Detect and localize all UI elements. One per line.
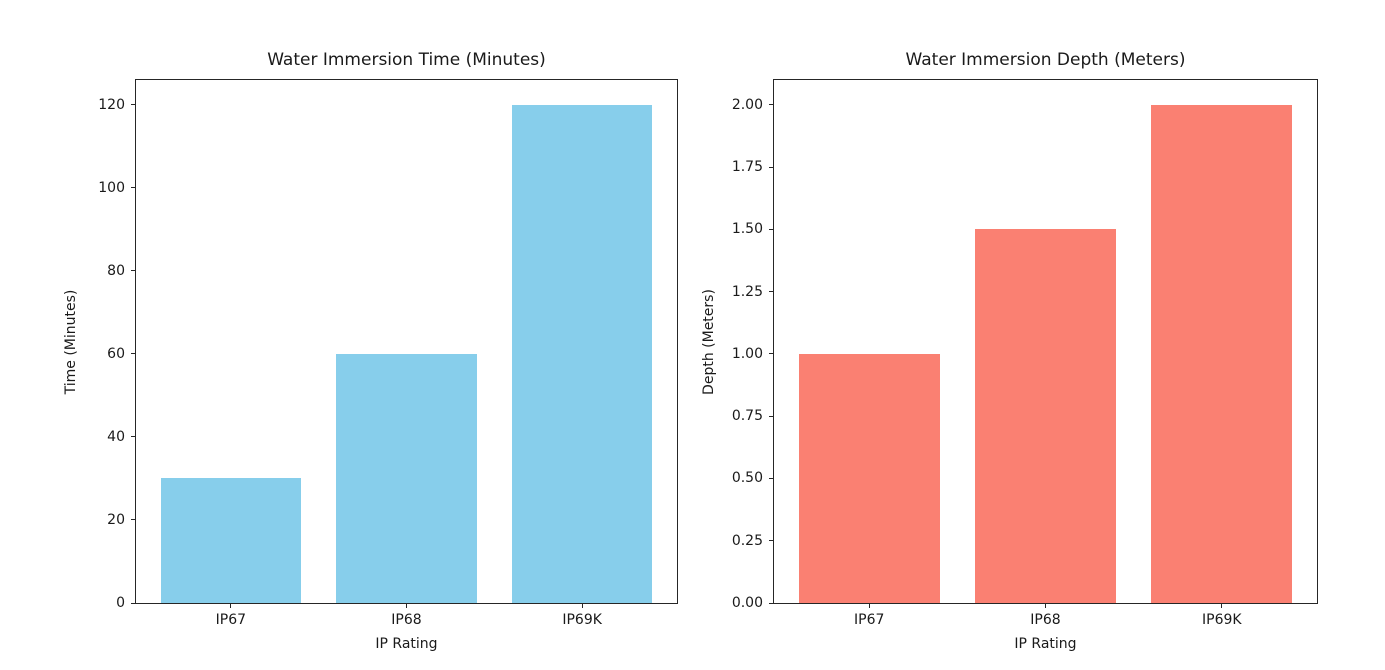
x-tick-mark [868, 603, 870, 608]
y-tick-mark [769, 228, 774, 230]
y-tick-label: 120 [98, 96, 125, 113]
y-tick-label: 1.00 [731, 345, 763, 362]
y-tick-mark [769, 602, 774, 604]
bar-ip69k [511, 104, 653, 603]
x-tick-mark [406, 603, 407, 608]
x-tick-mark [1045, 603, 1046, 608]
x-tick-label: IP67 [853, 612, 885, 628]
bar-ip68 [974, 229, 1116, 603]
y-tick-mark [769, 104, 774, 106]
y-tick-label: 100 [98, 179, 125, 196]
y-tick-label: 80 [107, 262, 125, 279]
y-tick-label: 1.25 [731, 283, 763, 300]
depth-chart-y-axis-label: Depth (Meters) [701, 288, 717, 395]
y-tick-label: 20 [107, 511, 125, 528]
x-tick-label: IP68 [391, 612, 422, 628]
x-tick-mark [230, 603, 232, 608]
x-tick-mark [1221, 603, 1223, 608]
y-tick-mark [131, 104, 136, 106]
y-tick-mark [131, 602, 136, 604]
y-tick-label: 0 [116, 595, 125, 611]
time-chart-plot-area: Water Immersion Time (Minutes) Time (Min… [63, 50, 678, 652]
y-tick-mark [131, 436, 136, 438]
y-tick-mark [769, 353, 774, 355]
y-tick-mark [131, 353, 136, 355]
y-tick-mark [769, 540, 774, 542]
y-tick-label: 1.75 [731, 159, 763, 176]
x-tick-label: IP68 [1030, 612, 1061, 628]
y-tick-mark [131, 270, 136, 272]
x-tick-mark [581, 603, 583, 608]
y-tick-label: 0.25 [731, 532, 763, 549]
bar-ip67 [160, 478, 302, 603]
bar-ip69k [1151, 104, 1293, 603]
y-tick-label: 0.50 [731, 470, 763, 487]
y-tick-label: 0.00 [731, 595, 763, 611]
y-tick-label: 2.00 [731, 96, 763, 113]
depth-chart-plot-area: Water Immersion Depth (Meters) Depth (Me… [701, 50, 1318, 652]
time-chart-y-axis-label: Time (Minutes) [63, 289, 79, 394]
y-tick-mark [769, 166, 774, 168]
x-tick-label: IP69K [1202, 612, 1242, 628]
time-chart-x-axis-label: IP Rating [375, 636, 438, 652]
depth-chart-title: Water Immersion Depth (Meters) [905, 50, 1186, 70]
y-tick-label: 1.50 [731, 221, 763, 238]
y-tick-mark [769, 415, 774, 417]
y-tick-mark [769, 477, 774, 479]
depth-chart-x-axis-label: IP Rating [1014, 636, 1077, 652]
time-chart-title: Water Immersion Time (Minutes) [267, 50, 546, 70]
y-tick-mark [131, 519, 136, 521]
y-tick-mark [769, 291, 774, 293]
x-tick-label: IP69K [562, 612, 602, 628]
bar-ip67 [798, 353, 940, 603]
x-tick-label: IP67 [215, 612, 247, 628]
y-tick-label: 0.75 [731, 408, 763, 425]
y-tick-label: 60 [107, 345, 125, 362]
y-tick-label: 40 [107, 428, 125, 445]
y-tick-mark [131, 187, 136, 189]
bar-ip68 [336, 353, 477, 603]
